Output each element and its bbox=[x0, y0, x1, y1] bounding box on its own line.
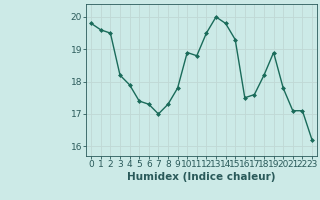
X-axis label: Humidex (Indice chaleur): Humidex (Indice chaleur) bbox=[127, 172, 276, 182]
